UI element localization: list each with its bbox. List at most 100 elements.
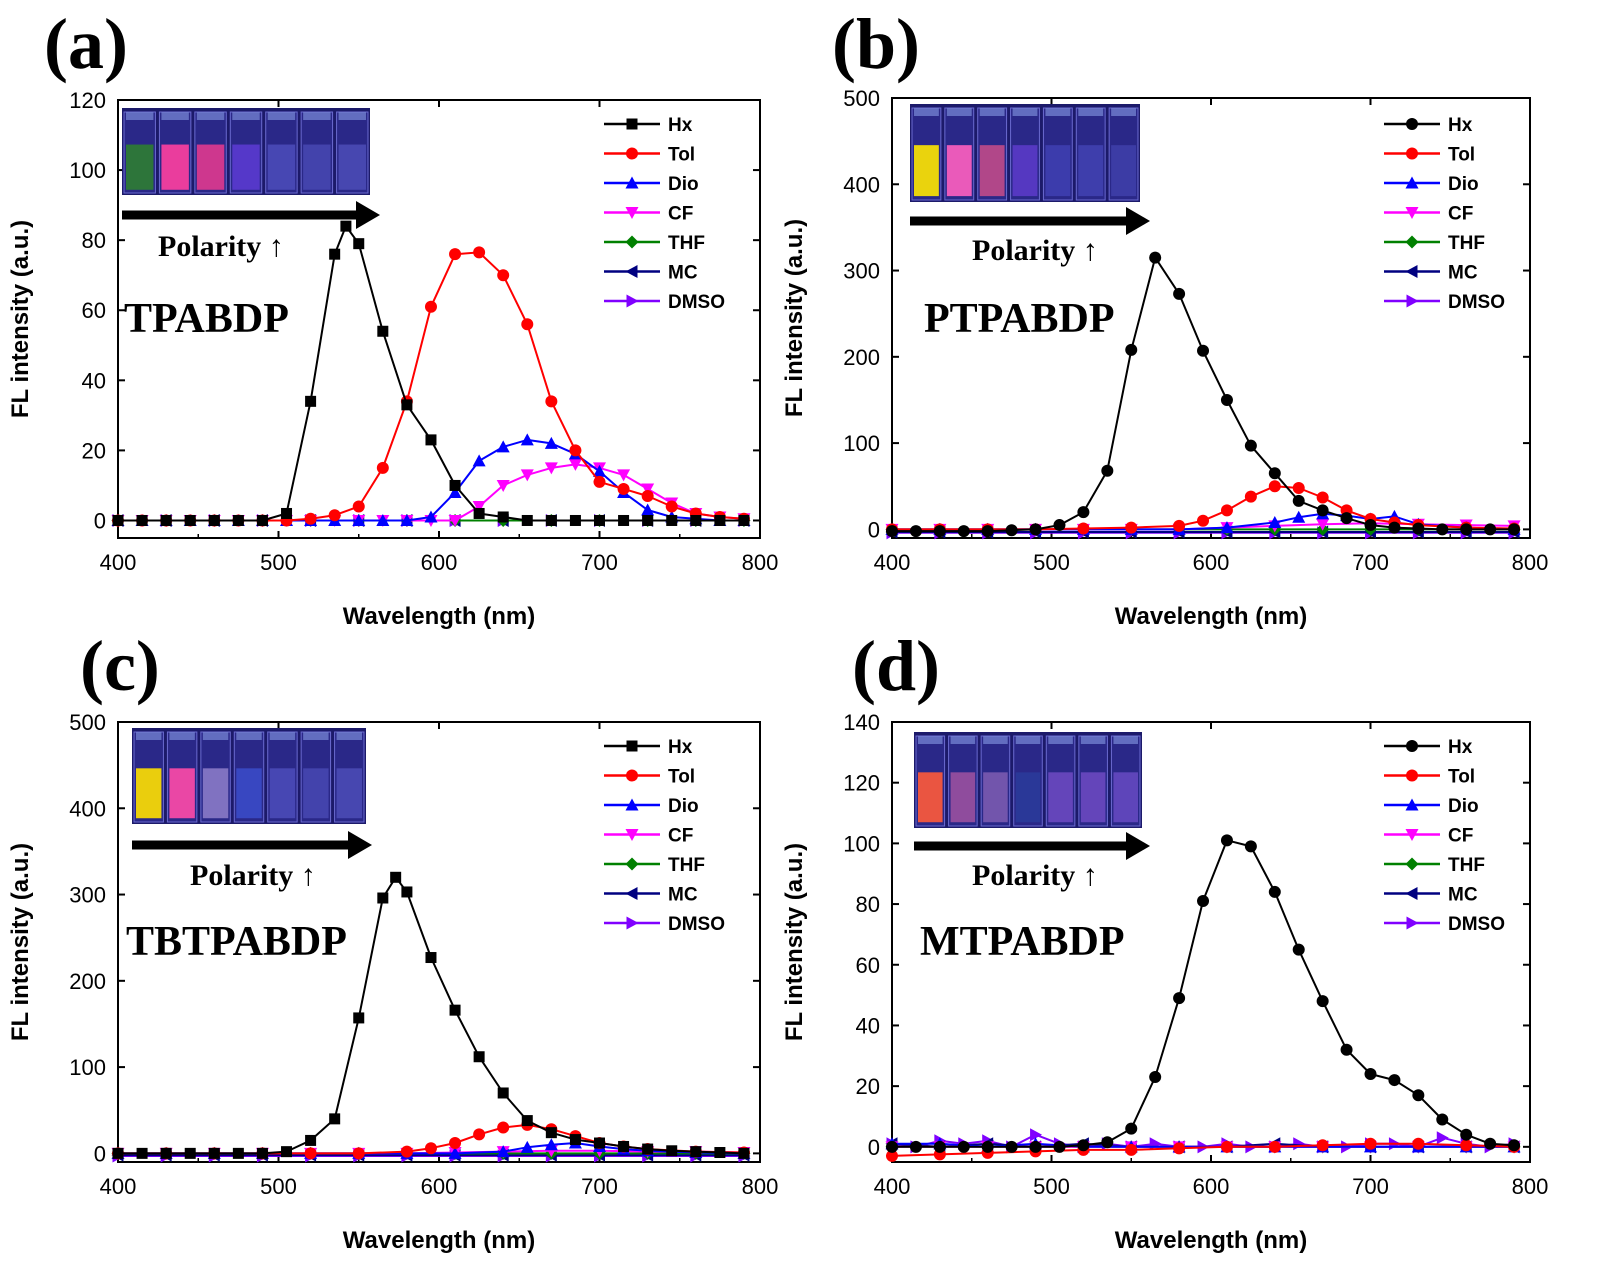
data-point [1412, 1089, 1425, 1102]
vial-solution [269, 768, 296, 819]
data-point [1197, 895, 1210, 908]
vial-cap [1113, 736, 1138, 744]
data-point [424, 1142, 437, 1155]
vial-cap [303, 112, 331, 120]
data-point [352, 513, 366, 526]
data-point [1005, 524, 1018, 537]
x-tick-label: 600 [1193, 1174, 1230, 1199]
data-point [353, 238, 365, 250]
series-dio [111, 433, 751, 526]
legend-swatch-marker [1405, 857, 1419, 871]
data-point [1316, 504, 1329, 517]
data-point [1173, 992, 1186, 1005]
data-point [1101, 1136, 1114, 1149]
legend-label: MC [1448, 263, 1478, 284]
vial-solution [169, 768, 195, 819]
vial-solution [946, 145, 972, 197]
legend-swatch-marker [1406, 294, 1419, 308]
y-tick-label: 500 [69, 710, 106, 735]
data-point [1244, 490, 1257, 503]
legend-label: THF [668, 233, 705, 254]
vial-solution [338, 144, 366, 190]
legend: Hx Tol Dio CF THF MC DMSO [604, 737, 725, 935]
panel-label: (a) [44, 4, 128, 84]
data-point [1460, 1139, 1473, 1152]
data-point [521, 1115, 533, 1127]
data-point [1101, 464, 1114, 477]
data-point [886, 1149, 898, 1162]
x-tick-label: 400 [874, 550, 911, 575]
vial-cap [1012, 108, 1038, 116]
y-tick-label: 0 [868, 517, 880, 542]
data-point [618, 514, 630, 526]
legend-swatch-marker [1405, 887, 1418, 900]
legend-label: MC [668, 885, 698, 906]
data-point [641, 503, 655, 516]
panel-3: (c) 400 500 600 700 800 0 100 200 300 400 500 Wavele… [7, 626, 778, 1254]
polarity-label: Polarity ↑ [972, 859, 1098, 892]
x-axis-label: Wavelength (nm) [343, 1227, 535, 1254]
legend-item: THF [604, 233, 705, 254]
data-point [305, 1134, 317, 1146]
polarity-arrow-head [1126, 832, 1150, 860]
legend-label: Dio [1448, 174, 1479, 195]
legend-swatch-marker [1406, 147, 1418, 160]
x-tick-label: 500 [1033, 550, 1070, 575]
data-point [1220, 521, 1234, 534]
data-point [1316, 491, 1329, 504]
data-point [281, 1146, 293, 1158]
vial-cap [1015, 736, 1041, 744]
y-axis-label: FL intensity (a.u.) [7, 220, 34, 418]
data-point [184, 514, 196, 526]
legend-swatch-marker [1405, 235, 1419, 249]
vial-solution [1045, 145, 1071, 197]
data-point [665, 500, 678, 513]
data-point [1484, 523, 1497, 536]
legend-swatch-marker [1405, 829, 1419, 841]
data-point [449, 479, 461, 491]
legend-label: DMSO [1448, 292, 1505, 313]
data-point [1292, 510, 1306, 523]
data-point [1436, 1131, 1449, 1145]
vial-cap [161, 112, 189, 120]
legend-item: Hx [604, 737, 693, 758]
data-point [909, 1140, 922, 1153]
vial-solution [236, 768, 262, 819]
x-tick-label: 400 [100, 550, 137, 575]
legend-swatch-marker [625, 176, 639, 189]
series-hx [886, 251, 1521, 538]
data-point [328, 509, 341, 522]
legend-item: Dio [1384, 796, 1479, 817]
x-axis-label: Wavelength (nm) [1115, 1227, 1307, 1254]
data-point [1173, 287, 1186, 300]
data-point [1292, 494, 1305, 507]
data-point [1508, 1139, 1521, 1152]
legend-swatch-marker [625, 857, 639, 871]
y-tick-label: 20 [82, 438, 106, 463]
y-tick-label: 40 [856, 1013, 880, 1038]
data-point [1292, 943, 1305, 956]
data-point [1292, 481, 1305, 494]
data-point [886, 525, 898, 538]
data-point [544, 436, 558, 449]
data-point [497, 1121, 510, 1134]
legend-label: THF [668, 855, 705, 876]
legend-item: Hx [1384, 115, 1473, 136]
data-point [496, 479, 510, 492]
vial-cap [269, 732, 296, 740]
polarity-arrow-head [1126, 207, 1150, 235]
data-point [232, 1147, 244, 1159]
x-tick-label: 700 [1352, 550, 1389, 575]
legend-item: Dio [1384, 174, 1479, 195]
data-point [1077, 522, 1090, 535]
legend-label: DMSO [1448, 914, 1505, 935]
legend-label: Hx [668, 737, 693, 758]
data-point [281, 507, 293, 519]
x-tick-label: 800 [742, 1174, 779, 1199]
legend-label: Hx [1448, 115, 1473, 136]
data-point [1220, 393, 1233, 406]
y-axis-label: FL intensity (a.u.) [7, 843, 34, 1041]
data-point [377, 892, 389, 904]
legend-swatch-marker [1405, 265, 1418, 278]
vial-cap [232, 112, 260, 120]
